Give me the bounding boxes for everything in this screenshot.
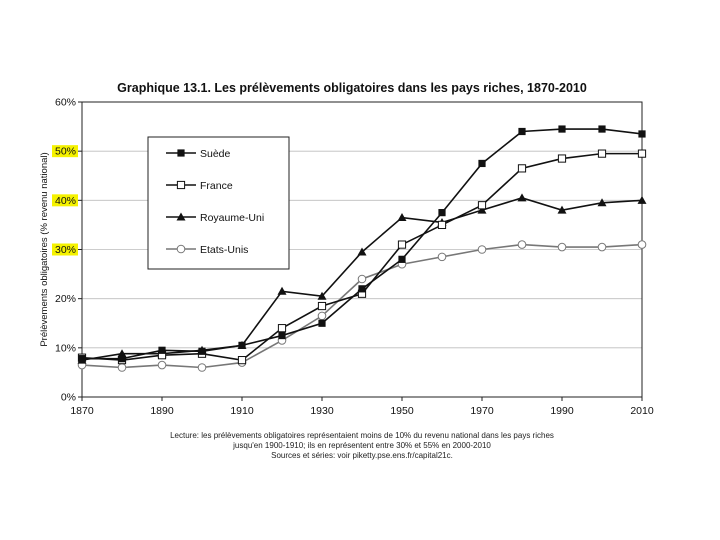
y-tick-label: 30% xyxy=(55,244,76,256)
x-tick-label: 1950 xyxy=(390,405,414,417)
data-point-etats-unis xyxy=(157,360,167,370)
axis-ticks: 0% 10% 20% 30% 40% 50% 60% 1870 1890 1910 1930 1950… xyxy=(52,97,654,417)
data-point-royaume-uni xyxy=(357,247,367,256)
legend-item-france: France xyxy=(166,180,233,192)
data-point-france xyxy=(597,149,607,158)
data-point-france xyxy=(317,301,327,311)
data-point-royaume-uni xyxy=(557,205,567,214)
y-tick-highlight xyxy=(52,243,78,256)
data-point-france xyxy=(637,149,647,158)
data-point-suede xyxy=(398,255,406,263)
data-point-suede xyxy=(278,331,286,340)
data-point-suede xyxy=(318,319,326,327)
data-point-etats-unis xyxy=(197,363,207,372)
data-point-etats-unis xyxy=(557,242,567,252)
y-tick-label: 10% xyxy=(55,342,76,354)
data-point-suede xyxy=(78,355,86,363)
x-tick-label: 1890 xyxy=(150,405,174,417)
legend-swatch-marker xyxy=(176,180,186,190)
legend-item-suede: Suède xyxy=(166,148,231,160)
legend-item-etats-unis: Etats-Unis xyxy=(166,244,248,256)
x-tick-label: 1930 xyxy=(310,405,334,417)
y-tick-label: 40% xyxy=(55,195,76,207)
x-tick-label: 1990 xyxy=(550,405,574,417)
y-tick-highlight xyxy=(52,194,78,207)
legend-swatch-marker xyxy=(176,244,186,254)
data-point-france xyxy=(237,356,247,365)
data-point-royaume-uni xyxy=(277,286,287,295)
legend-label: Royaume-Uni xyxy=(200,212,264,224)
data-point-etats-unis xyxy=(477,245,487,254)
y-tick-label: 50% xyxy=(55,146,76,158)
series-suede xyxy=(78,125,646,363)
data-point-royaume-uni xyxy=(397,213,407,222)
x-tick-label: 1970 xyxy=(470,405,494,417)
x-tick-label: 1910 xyxy=(230,405,254,417)
reading-notes: Lecture: les prélèvements obligatoires r… xyxy=(170,431,554,460)
legend-label: Suède xyxy=(200,148,231,160)
data-point-royaume-uni xyxy=(477,205,487,214)
data-point-etats-unis xyxy=(117,363,127,372)
data-point-france xyxy=(517,164,527,173)
x-tick-label: 1870 xyxy=(70,405,94,417)
data-point-suede xyxy=(478,159,486,168)
data-point-suede xyxy=(598,125,606,133)
y-tick-label: 20% xyxy=(55,293,76,305)
data-point-france xyxy=(477,201,487,210)
data-point-royaume-uni xyxy=(317,291,327,300)
data-point-suede xyxy=(438,209,446,217)
legend-item-royaume-uni: Royaume-Uni xyxy=(166,212,264,224)
reading-note: Sources et séries: voir piketty.pse.ens.… xyxy=(271,451,453,460)
legend-swatch-marker xyxy=(177,149,185,157)
data-point-royaume-uni xyxy=(517,193,527,202)
legend-swatch-marker xyxy=(176,212,186,221)
data-point-etats-unis xyxy=(597,242,607,252)
legend-label: Etats-Unis xyxy=(200,244,248,256)
data-point-suede xyxy=(518,127,526,136)
data-point-royaume-uni xyxy=(637,195,647,204)
data-point-etats-unis xyxy=(357,274,367,284)
y-axis-label: Prélèvements obligatoires (% revenu nati… xyxy=(39,152,50,346)
data-point-suede xyxy=(118,355,126,363)
legend-label: France xyxy=(200,180,233,192)
data-point-etats-unis xyxy=(317,311,327,321)
data-point-suede xyxy=(558,125,566,133)
data-point-suede xyxy=(158,346,166,354)
legend-box xyxy=(147,136,290,270)
data-point-france xyxy=(557,154,567,163)
data-point-etats-unis xyxy=(517,240,527,249)
chart-title: Graphique 13.1. Les prélèvements obligat… xyxy=(117,81,587,95)
data-point-royaume-uni xyxy=(597,198,607,207)
y-tick-label: 0% xyxy=(61,392,76,404)
y-tick-highlight xyxy=(52,145,78,158)
reading-note: jusqu'en 1900-1910; ils en représentent … xyxy=(232,441,491,450)
data-point-france xyxy=(397,240,407,249)
series-layer xyxy=(77,125,647,372)
data-point-france xyxy=(277,324,287,333)
data-point-suede xyxy=(358,285,366,293)
series-etats-unis xyxy=(77,240,647,372)
x-tick-label: 2010 xyxy=(630,405,654,417)
legend: Suède France Royaume-Uni Etats-Unis xyxy=(147,136,290,270)
data-point-etats-unis xyxy=(437,252,447,262)
reading-note: Lecture: les prélèvements obligatoires r… xyxy=(170,431,554,440)
data-point-etats-unis xyxy=(637,240,647,249)
data-point-suede xyxy=(638,130,646,138)
data-point-suede xyxy=(238,341,246,349)
data-point-france xyxy=(437,220,447,230)
data-point-suede xyxy=(198,347,206,355)
y-tick-label: 60% xyxy=(55,97,76,109)
